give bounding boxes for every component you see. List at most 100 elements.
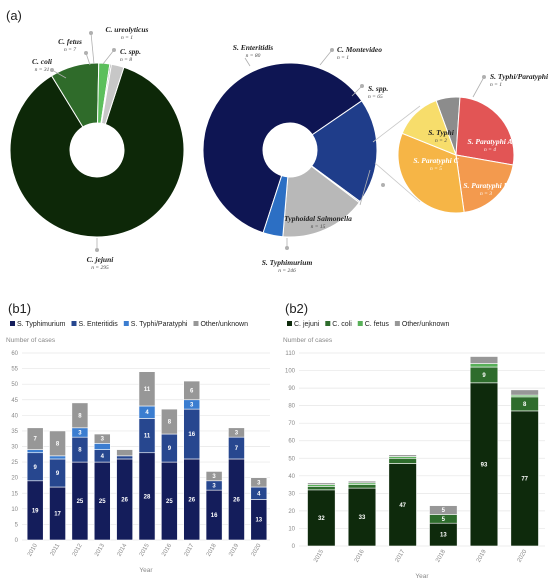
data-label: 11 xyxy=(144,434,151,440)
s-paratyphi-c-count: n = 5 xyxy=(430,166,442,172)
data-label: 9 xyxy=(168,446,172,452)
bar-other-unknown-2018 xyxy=(429,505,458,515)
s-typhimurium-label: S. Typhimurium xyxy=(262,258,313,267)
c-ureolyticus-label: C. ureolyticus xyxy=(106,25,149,34)
pie-slice-2 xyxy=(455,154,514,213)
bar-other-unknown-2019 xyxy=(228,427,245,438)
data-label: 26 xyxy=(233,497,240,503)
x-axis-title: Year xyxy=(415,573,429,580)
legend-swatch-3 xyxy=(394,321,400,326)
y-tick-label-0: 0 xyxy=(292,544,296,550)
bar-c--fetus-2019 xyxy=(469,363,499,368)
y-tick-label-7: 70 xyxy=(288,421,295,427)
y-axis-title: Number of cases xyxy=(6,337,56,344)
bar-c--jejuni-2017 xyxy=(388,463,417,547)
x-tick-label-2012: 2012 xyxy=(72,542,84,557)
x-tick-label-2017: 2017 xyxy=(184,542,196,557)
data-label: 13 xyxy=(440,533,447,539)
bar-other-unknown-2010 xyxy=(26,427,44,450)
s-typhi-paratyphi-leader-line xyxy=(472,76,485,98)
bar-c--coli-2016 xyxy=(347,484,377,489)
data-label: 7 xyxy=(34,437,38,443)
bar-s--typhi-paratyphi-2011 xyxy=(49,455,66,460)
s-paratyphi-b-label: S. Paratyphi B xyxy=(463,181,508,190)
bar-other-unknown-2017 xyxy=(183,380,201,401)
data-label: 93 xyxy=(481,462,488,468)
bar-other-unknown-2015 xyxy=(138,371,156,407)
data-label: 8 xyxy=(56,441,60,447)
y-tick-label-8: 40 xyxy=(11,413,18,419)
pie-slice-4 xyxy=(262,175,289,238)
x-tick-label-2020: 2020 xyxy=(517,548,529,563)
x-tick-label-2011: 2011 xyxy=(50,542,62,557)
y-tick-label-9: 90 xyxy=(288,386,295,392)
data-label: 11 xyxy=(144,387,151,393)
x-tick-label-2020: 2020 xyxy=(251,542,263,557)
legend-label-1: C. coli xyxy=(332,321,352,328)
data-label: 3 xyxy=(235,430,239,436)
bar-s--typhi-paratyphi-2013 xyxy=(93,443,111,450)
x-tick-label-2013: 2013 xyxy=(94,542,106,557)
legend-swatch-1 xyxy=(71,321,77,326)
s-typhi-paratyphi-count: n = 1 xyxy=(490,82,502,88)
s-enteritidis-leader-line xyxy=(244,57,251,67)
y-tick-label-11: 110 xyxy=(285,351,295,357)
y-tick-label-6: 30 xyxy=(11,445,18,451)
data-label: 25 xyxy=(77,499,84,505)
y-tick-label-10: 100 xyxy=(285,369,296,375)
bar-c--jejuni-2019 xyxy=(469,382,499,547)
typhoidal-count: n = 15 xyxy=(311,224,326,230)
c-ureolyticus-count: n = 1 xyxy=(121,35,133,41)
data-label: 6 xyxy=(190,388,194,394)
bar-other-unknown-2014 xyxy=(116,449,133,457)
x-tick-label-2018: 2018 xyxy=(435,548,447,563)
legend-swatch-0 xyxy=(287,321,292,326)
data-label: 3 xyxy=(257,480,261,486)
y-tick-label-8: 80 xyxy=(288,404,295,410)
c-spp-leader-line xyxy=(102,49,115,65)
y-tick-label-12: 60 xyxy=(11,351,18,357)
typhoidal-label: Typhoidal Salmonella xyxy=(284,214,352,223)
data-label: 19 xyxy=(32,508,39,514)
data-label: 4 xyxy=(145,410,149,416)
legend-label-3: Other/unknown xyxy=(402,321,450,328)
data-label: 8 xyxy=(78,448,82,454)
y-tick-label-2: 20 xyxy=(288,509,295,515)
bar-c--coli-2015 xyxy=(307,486,336,491)
data-label: 8 xyxy=(523,402,527,408)
c-fetus-count: n = 7 xyxy=(64,47,76,53)
data-label: 3 xyxy=(190,402,194,408)
pie-slice-3 xyxy=(282,165,360,238)
y-tick-label-10: 50 xyxy=(11,382,18,388)
data-label: 9 xyxy=(34,465,38,471)
campylobacter-bar-chart: C. jejuni C. coli C. fetus Other/unknown Num… xyxy=(283,321,545,580)
c-coli-count: n = 31 xyxy=(35,67,50,73)
y-tick-label-1: 10 xyxy=(288,526,295,532)
data-label: 16 xyxy=(211,513,218,519)
s-typhi-paratyphi-label: S. Typhi/Paratyphi xyxy=(490,72,549,81)
data-label: 25 xyxy=(166,499,173,505)
x-axis-title: Year xyxy=(139,567,153,574)
s-enteritidis-count: n = 80 xyxy=(246,53,261,59)
legend-swatch-0 xyxy=(10,321,15,326)
pie-slice-4 xyxy=(100,63,125,125)
c-spp-count: n = 8 xyxy=(120,57,132,63)
salmonella-bar-chart: S. Typhimurium S. Enteritidis S. Typhi/Par… xyxy=(6,321,270,574)
data-label: 28 xyxy=(144,494,151,500)
y-tick-label-11: 55 xyxy=(11,367,18,373)
data-label: 7 xyxy=(235,446,239,452)
y-tick-label-4: 20 xyxy=(11,476,18,482)
bar-c--coli-2017 xyxy=(388,457,417,464)
bar-other-unknown-2017 xyxy=(388,454,417,457)
connector-line-top xyxy=(372,105,421,143)
data-label: 26 xyxy=(121,497,128,503)
bar-other-unknown-2016 xyxy=(161,408,178,435)
s-spp-leader-line xyxy=(351,85,363,97)
c-ureolyticus-leader-line xyxy=(90,32,95,65)
pie-slice-3 xyxy=(397,132,465,214)
data-label: 3 xyxy=(101,437,105,443)
data-label: 8 xyxy=(168,420,172,426)
data-label: 3 xyxy=(212,483,216,489)
bar-other-unknown-2018 xyxy=(205,471,223,482)
